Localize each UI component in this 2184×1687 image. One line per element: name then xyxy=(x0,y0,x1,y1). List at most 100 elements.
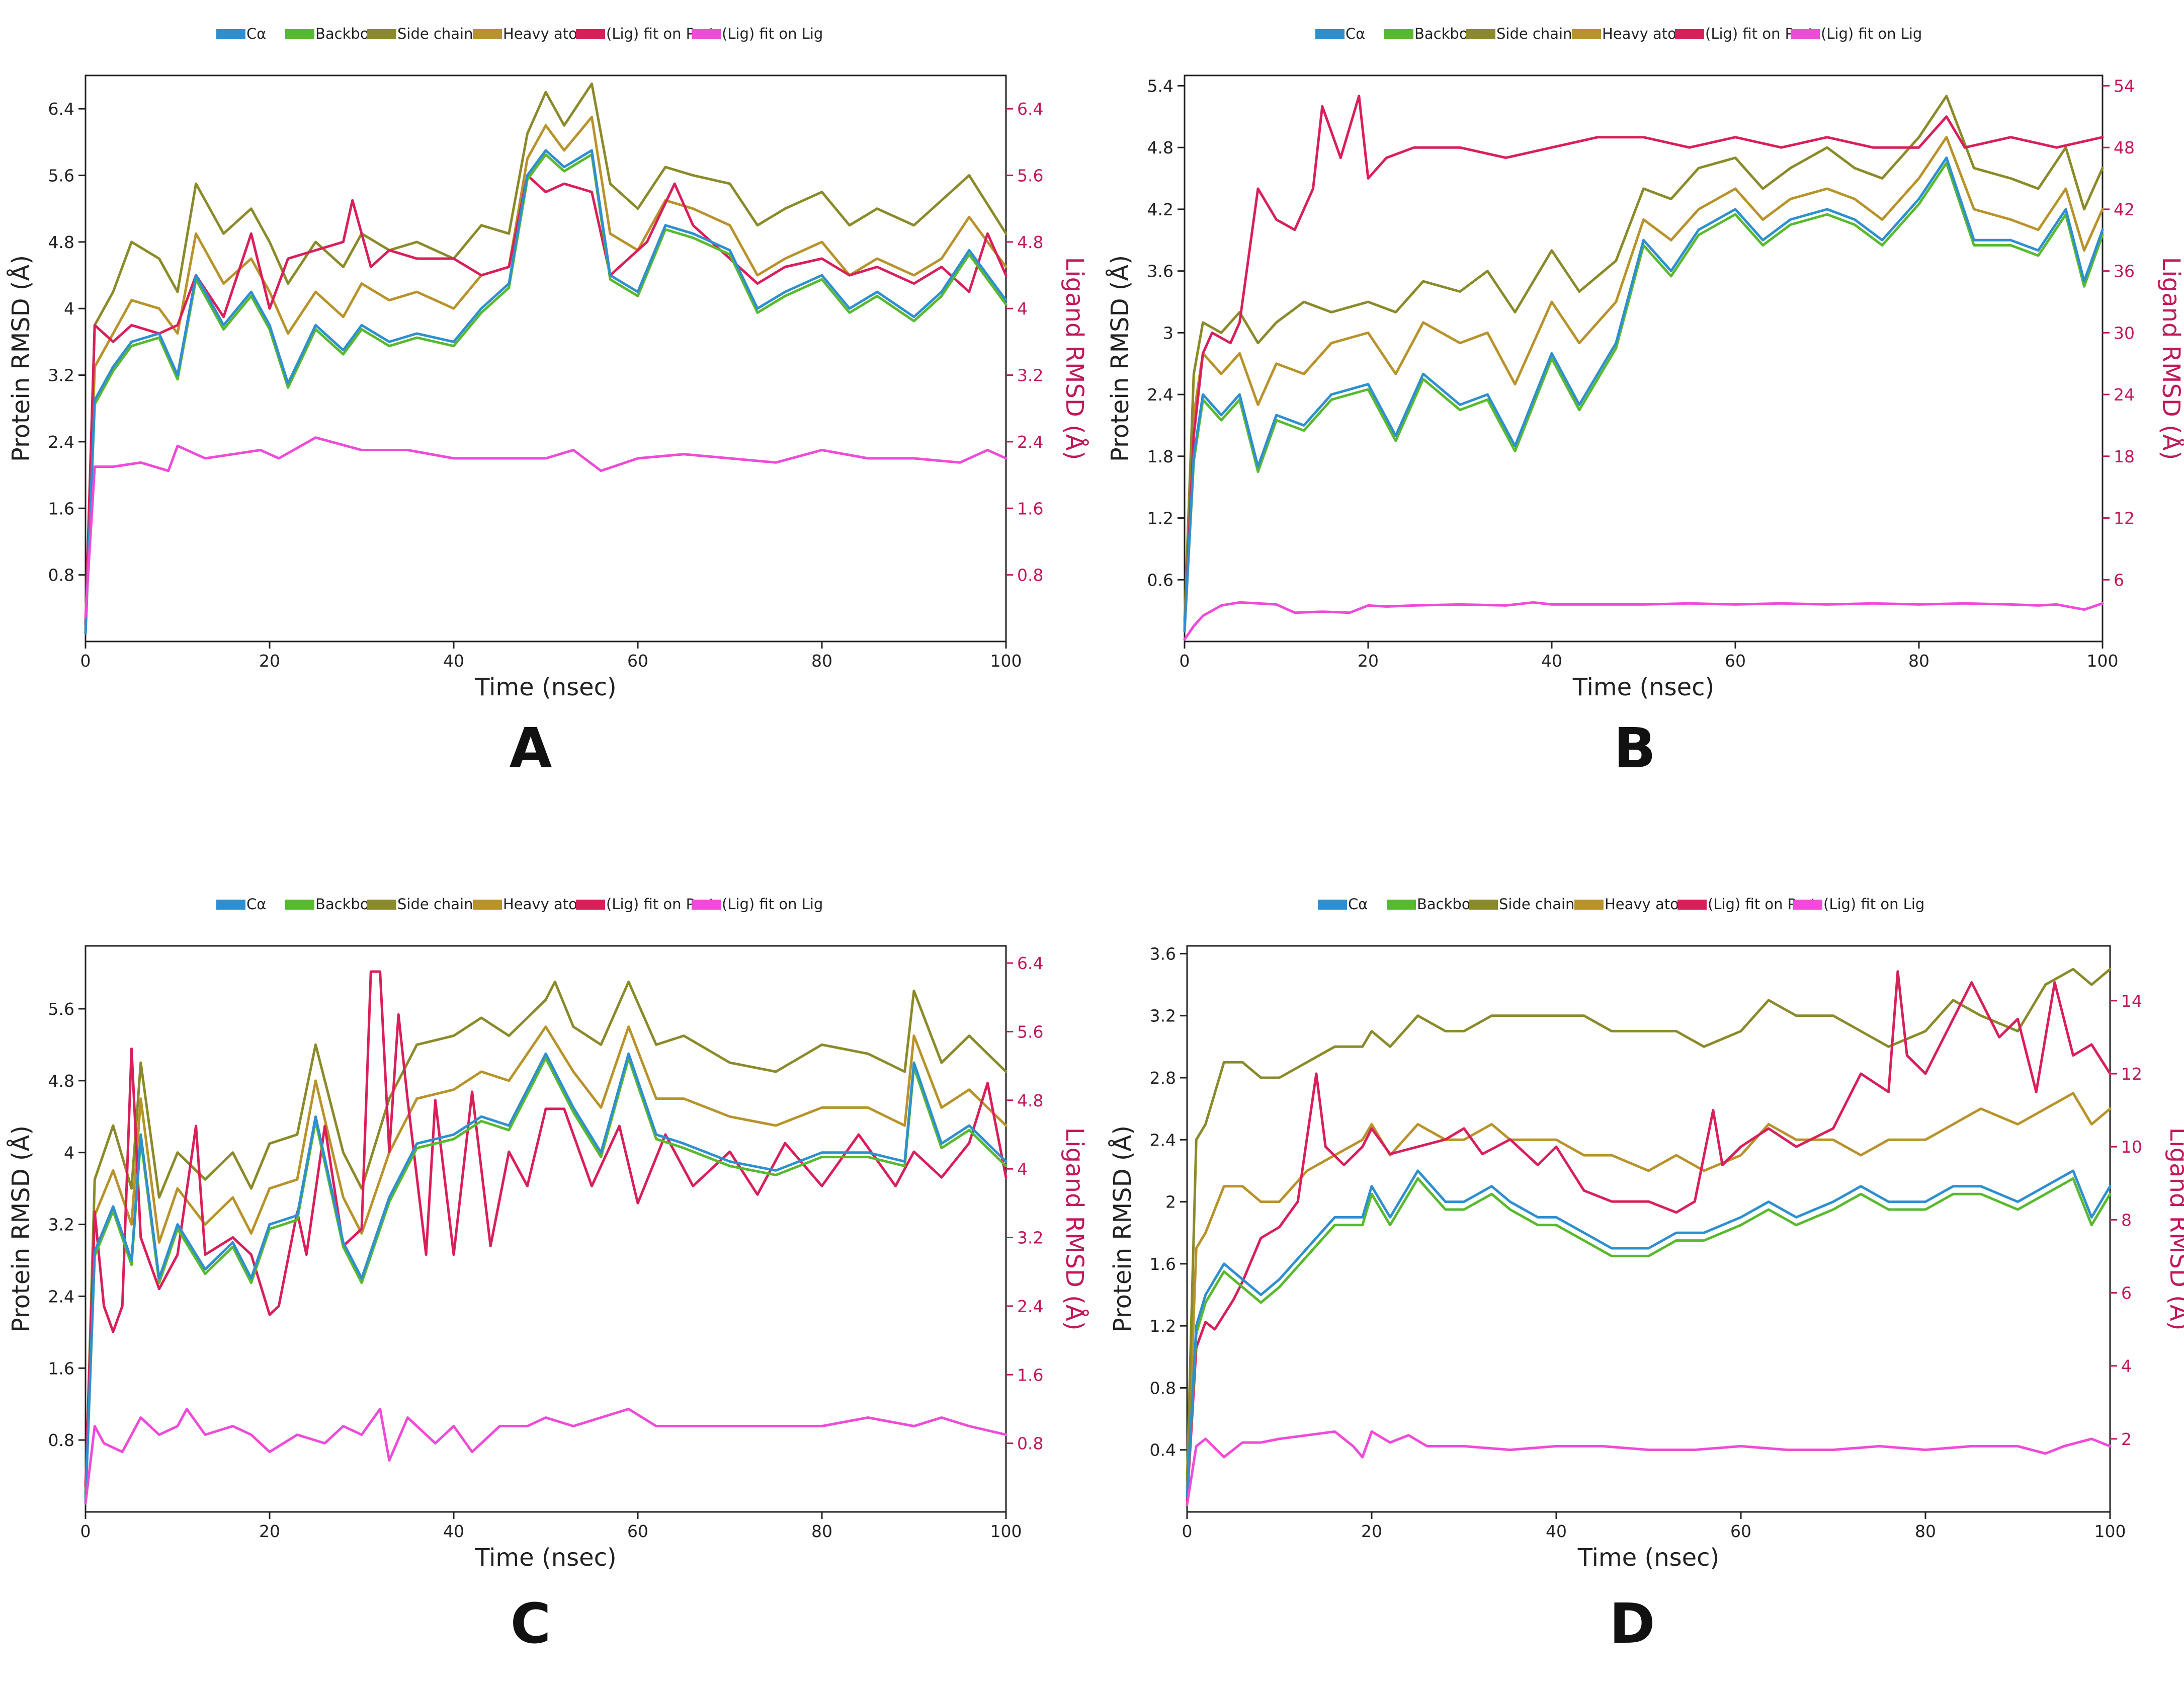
plot-frame xyxy=(1184,74,2104,642)
y-right-tick-label: 3.2 xyxy=(1017,1228,1043,1248)
y-tick-label: 2.8 xyxy=(1150,1068,1176,1088)
y-right-tick-label: 8 xyxy=(2121,1210,2132,1230)
x-tick-label: 100 xyxy=(990,1521,1022,1541)
legend-swatch xyxy=(216,900,245,910)
y-tick-label: 5.6 xyxy=(48,166,74,186)
y-tick-label: 0.8 xyxy=(48,1430,74,1450)
y-tick-label: 3.6 xyxy=(1150,944,1176,963)
legend-swatch xyxy=(1574,900,1604,910)
series-line-lig-fit-on-lig xyxy=(1183,601,2104,641)
y-right-tick-label: 18 xyxy=(2114,447,2135,466)
y-axis-label: Protein RMSD (Å) xyxy=(1108,1126,1137,1332)
y-right-tick-label: 3.2 xyxy=(1017,366,1043,385)
y-right-tick-label: 6.4 xyxy=(1017,953,1043,973)
legend: Cα Backbone Side chains Heavy atoms (Lig) fi… xyxy=(216,25,823,42)
y-tick-label: 2.4 xyxy=(1150,1130,1176,1150)
y-right-tick-label: 12 xyxy=(2121,1064,2142,1084)
series-line-lig-fit-on-prot xyxy=(1183,95,2104,632)
x-tick-label: 0 xyxy=(80,651,91,671)
y-right-tick-label: 2.4 xyxy=(1017,432,1043,452)
x-tick-label: 60 xyxy=(1730,1521,1751,1541)
series-line-side-chains xyxy=(84,980,1007,1495)
y-tick-label: 2.4 xyxy=(1147,385,1173,405)
legend-label: Cα xyxy=(246,25,266,42)
legend-label: (Lig) fit on Lig xyxy=(1823,896,1924,913)
legend-swatch xyxy=(1793,900,1822,910)
series-line-side-chains xyxy=(1183,95,2104,622)
y-right-tick-label: 5.6 xyxy=(1017,1022,1043,1041)
legend-swatch xyxy=(473,900,502,910)
y-right-tick-label: 24 xyxy=(2114,385,2135,405)
x-tick-label: 100 xyxy=(2087,651,2119,671)
series-line-heavy-atoms xyxy=(1186,1092,2112,1490)
y-tick-label: 1.6 xyxy=(1150,1254,1176,1274)
y-right-tick-label: 6 xyxy=(2114,570,2124,590)
legend-swatch xyxy=(1791,29,1820,39)
x-tick-label: 60 xyxy=(1725,651,1746,671)
series-line-c xyxy=(1186,1169,2112,1498)
y-axis-label: Protein RMSD (Å) xyxy=(7,1126,35,1332)
y-tick-label: 1.2 xyxy=(1147,509,1173,528)
y-right-tick-label: 42 xyxy=(2114,200,2135,219)
legend-label: Cα xyxy=(246,896,266,913)
series-line-backbone xyxy=(1186,1177,2112,1498)
series-line-c xyxy=(84,149,1007,634)
x-tick-label: 80 xyxy=(1915,1521,1936,1541)
series-line-heavy-atoms xyxy=(1183,136,2104,627)
series-line-side-chains xyxy=(84,83,1007,626)
series-line-backbone xyxy=(1183,162,2104,632)
legend-swatch xyxy=(285,900,314,910)
legend-swatch xyxy=(473,29,502,39)
series-line-backbone xyxy=(84,1057,1007,1504)
y-tick-label: 2.4 xyxy=(48,1287,74,1306)
x-tick-label: 20 xyxy=(259,1521,280,1541)
y-right-tick-label: 36 xyxy=(2114,262,2135,281)
panel-c: Cα Backbone Side chains Heavy atoms (Lig) fi… xyxy=(7,896,1089,1656)
x-tick-label: 0 xyxy=(1180,651,1190,671)
x-axis-label: Time (nsec) xyxy=(1572,673,1715,701)
x-tick-label: 80 xyxy=(811,651,832,671)
x-axis-label: Time (nsec) xyxy=(474,1544,617,1572)
y-tick-label: 4.2 xyxy=(1147,200,1173,219)
y-right-tick-label: 2.4 xyxy=(1017,1297,1043,1316)
series-line-lig-fit-on-prot xyxy=(84,174,1007,626)
plot-frame xyxy=(1186,945,2111,1513)
legend-swatch xyxy=(1387,900,1416,910)
x-tick-label: 80 xyxy=(1908,651,1929,671)
x-tick-label: 40 xyxy=(443,651,464,671)
y-right-tick-label: 5.6 xyxy=(1017,166,1043,186)
panel-a: Cα Backbone Side chains Heavy atoms (Lig) fi… xyxy=(7,25,1089,780)
legend: Cα Backbone Side chains Heavy atoms (Lig) fi… xyxy=(216,896,823,913)
x-axis-label: Time (nsec) xyxy=(474,673,617,701)
series-line-c xyxy=(1183,156,2104,632)
x-tick-label: 60 xyxy=(627,651,648,671)
y-tick-label: 1.2 xyxy=(1150,1316,1176,1336)
series-line-c xyxy=(84,1052,1007,1504)
panel-label: B xyxy=(1614,716,1656,780)
legend-label: Side chains xyxy=(397,896,481,913)
legend-label: Side chains xyxy=(1499,896,1582,913)
y-tick-label: 2.4 xyxy=(48,432,74,452)
legend-swatch xyxy=(1469,900,1498,910)
legend-label: Cα xyxy=(1348,896,1368,913)
y-right-tick-label: 0.8 xyxy=(1017,566,1043,585)
plot-frame xyxy=(85,74,1007,642)
legend-label: Side chains xyxy=(397,25,481,42)
panel-label: A xyxy=(509,716,552,780)
y-right-tick-label: 4.8 xyxy=(1017,232,1043,252)
y-tick-label: 0.6 xyxy=(1147,570,1173,590)
y-right-tick-label: 1.6 xyxy=(1017,499,1043,518)
y-tick-label: 4.8 xyxy=(1147,138,1173,157)
series-line-lig-fit-on-lig xyxy=(84,1408,1007,1505)
y-right-tick-label: 6.4 xyxy=(1017,99,1043,119)
y-tick-label: 4.8 xyxy=(48,232,74,252)
y-right-axis-label: Ligand RMSD (Å) xyxy=(2157,257,2184,460)
x-tick-label: 100 xyxy=(2094,1521,2126,1541)
legend-swatch xyxy=(367,29,396,39)
panel-label: C xyxy=(511,1591,551,1656)
y-tick-label: 0.8 xyxy=(1150,1378,1176,1398)
y-right-tick-label: 4.8 xyxy=(1017,1091,1043,1110)
y-right-tick-label: 54 xyxy=(2114,76,2135,96)
x-tick-label: 40 xyxy=(1541,651,1562,671)
